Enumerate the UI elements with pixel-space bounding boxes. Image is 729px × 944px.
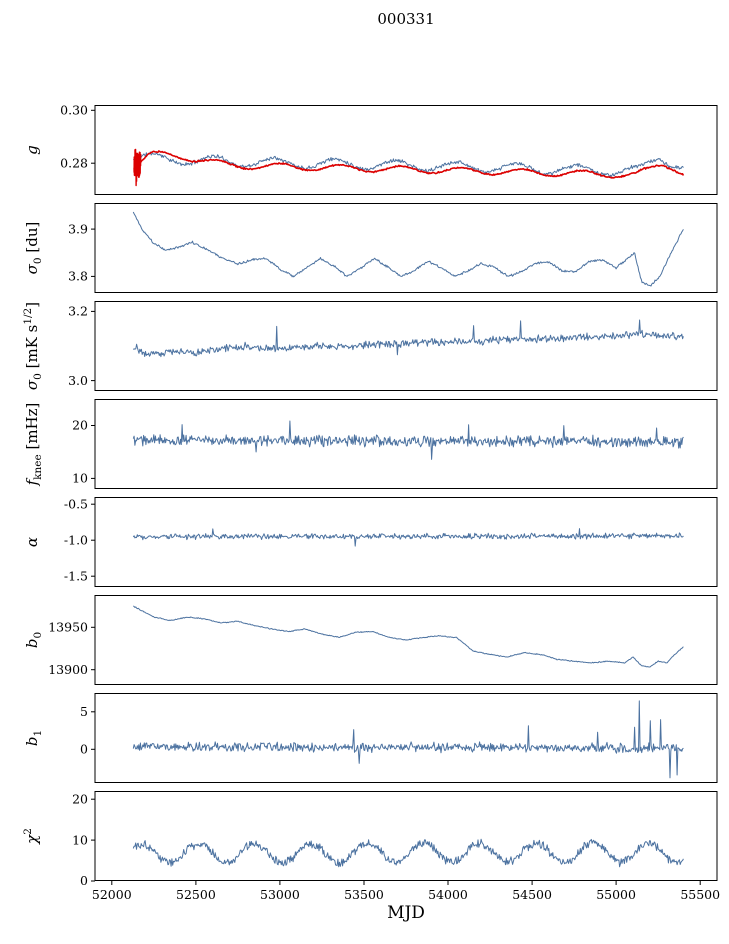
svg-text:52000: 52000 [92,887,132,902]
panel-fknee-plot: 10 20 fknee [mHz] [23,399,718,489]
svg-text:3.8: 3.8 [68,269,88,284]
panel-sigma0-mk-plot: 3.0 3.2 σ0 [mK s1/2] [22,301,718,391]
svg-text:55000: 55000 [596,887,636,902]
svg-text:σ0 [mK s1/2]: σ0 [mK s1/2] [22,302,44,390]
panel-alpha-plot: -0.5 -1.0 -1.5 α [23,497,718,587]
svg-text:σ0 [du]: σ0 [du] [23,222,44,275]
svg-text:54500: 54500 [512,887,552,902]
svg-text:χ2: χ2 [22,828,41,845]
svg-text:g: g [23,145,41,155]
panel-fknee: 10 20 fknee [mHz] [0,399,729,497]
svg-text:10: 10 [72,471,88,486]
svg-text:α: α [23,537,41,547]
panel-chi2-plot: 0 10 20 52000 52500 53000 53500 54000 54500 55000… [22,791,720,902]
panel-g-plot: 0.28 0.30 g [23,105,718,195]
svg-text:-1.5: -1.5 [64,568,88,583]
panel-sigma0-du-plot: 3.8 3.9 σ0 [du] [23,203,718,293]
svg-text:13900: 13900 [48,662,88,677]
svg-text:52500: 52500 [176,887,216,902]
svg-text:54000: 54000 [428,887,468,902]
svg-text:53500: 53500 [344,887,384,902]
svg-text:3.0: 3.0 [68,373,88,388]
svg-text:13950: 13950 [48,620,88,635]
panel-alpha: -0.5 -1.0 -1.5 α [0,497,729,595]
svg-text:fknee [mHz]: fknee [mHz] [23,403,44,487]
figure-title: 000331 [377,10,435,28]
svg-text:5: 5 [80,704,88,719]
svg-text:20: 20 [72,418,88,433]
panel-b1-plot: 0 5 b1 [23,693,718,783]
panel-b0-plot: 13900 13950 b0 [23,595,718,685]
panel-chi2: 0 10 20 52000 52500 53000 53500 54000 54500 55000… [0,791,729,944]
svg-text:0: 0 [80,873,88,888]
panel-g: 0.28 0.30 g [0,105,729,203]
svg-text:-1.0: -1.0 [64,532,88,547]
panel-b1: 0 5 b1 [0,693,729,791]
svg-text:3.9: 3.9 [68,221,88,236]
svg-text:53000: 53000 [260,887,300,902]
svg-text:-0.5: -0.5 [64,497,88,511]
panel-stack: 0.28 0.30 g 3.8 3.9 σ0 [du] 3.0 3.2 σ0 [mK s1/… [0,105,729,944]
svg-text:0.30: 0.30 [60,105,88,118]
svg-text:20: 20 [72,791,88,806]
svg-text:b1: b1 [23,730,44,746]
panel-sigma0-mk: 3.0 3.2 σ0 [mK s1/2] [0,301,729,399]
svg-text:10: 10 [72,832,88,847]
panel-b0: 13900 13950 b0 [0,595,729,693]
svg-text:3.2: 3.2 [68,304,88,319]
svg-text:0.28: 0.28 [60,155,88,170]
svg-text:0: 0 [80,742,88,757]
panel-sigma0-du: 3.8 3.9 σ0 [du] [0,203,729,301]
svg-text:b0: b0 [23,632,44,648]
svg-text:55500: 55500 [680,887,720,902]
x-axis-label: MJD [387,903,425,923]
